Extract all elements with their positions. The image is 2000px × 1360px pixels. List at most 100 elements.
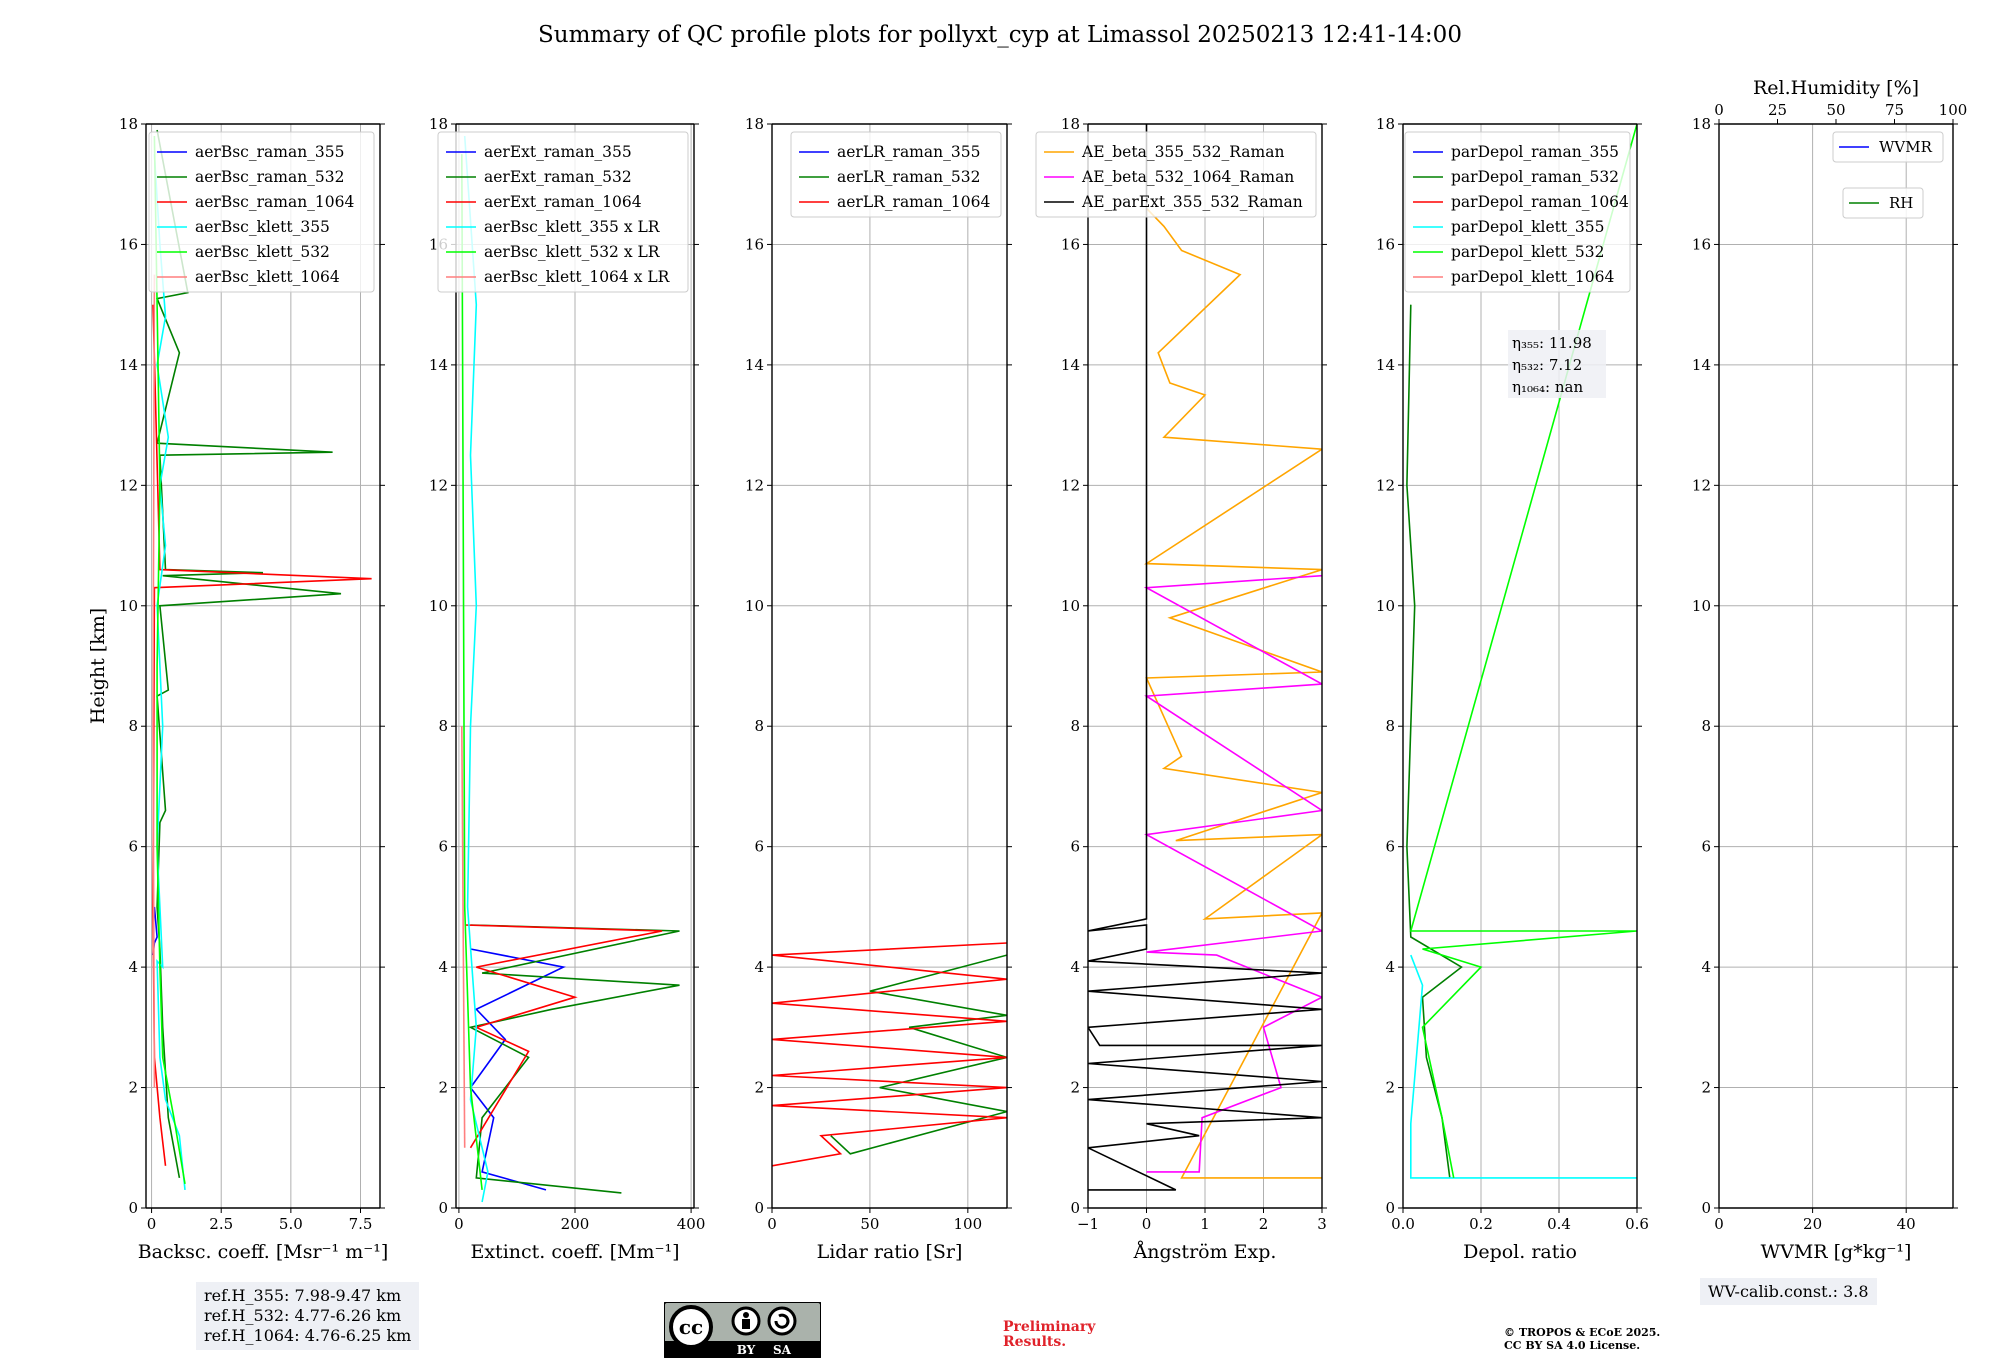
y-tick-label: 10 xyxy=(1061,597,1080,615)
y-tick-label: 10 xyxy=(1376,597,1395,615)
legend-label: aerBsc_klett_1064 xyxy=(195,268,340,286)
top-axis-label: Rel.Humidity [%] xyxy=(1753,77,1919,99)
y-tick-label: 2 xyxy=(754,1079,764,1097)
legend-label: parDepol_klett_532 xyxy=(1451,243,1604,261)
series-parDepol_klett_532 xyxy=(1409,124,1637,1179)
preliminary-note: Preliminary Results. xyxy=(1003,1320,1095,1350)
eta-annotation: η₅₃₂: 7.12 xyxy=(1512,356,1582,374)
y-tick-label: 0 xyxy=(754,1199,764,1217)
legend: aerBsc_raman_355 aerBsc_raman_532 aerBsc_r… xyxy=(148,131,375,293)
y-tick-label: 14 xyxy=(1061,356,1080,374)
legend-label: aerBsc_klett_532 xyxy=(195,243,330,261)
legend-box xyxy=(148,131,375,293)
y-tick-label: 0 xyxy=(1070,1199,1080,1217)
y-tick-label: 12 xyxy=(1061,476,1080,494)
y-tick-label: 18 xyxy=(119,115,138,133)
sa-label: SA xyxy=(773,1343,792,1357)
legend-label: aerBsc_klett_355 x LR xyxy=(484,218,661,236)
legend-label: parDepol_raman_532 xyxy=(1451,168,1619,186)
y-tick-label: 4 xyxy=(438,958,448,976)
panel-2: 0246810121416180200400Extinct. coeff. [M… xyxy=(429,115,706,1263)
y-tick-label: 4 xyxy=(1701,958,1711,976)
copyright-line-2: CC BY SA 4.0 License. xyxy=(1504,1339,1641,1352)
y-tick-label: 10 xyxy=(745,597,764,615)
series-aerLR_raman_532 xyxy=(830,954,1007,1155)
eta-annotation: η₃₅₅: 11.98 xyxy=(1512,334,1592,352)
x-tick-label: 0 xyxy=(1142,1215,1152,1233)
y-tick-label: 6 xyxy=(438,838,448,856)
legend-label: WVMR xyxy=(1879,138,1933,156)
x-tick-label: 7.5 xyxy=(349,1215,373,1233)
x-tick-label: 0 xyxy=(147,1215,157,1233)
y-tick-label: 2 xyxy=(128,1079,138,1097)
y-tick-label: 16 xyxy=(1061,235,1080,253)
y-tick-label: 8 xyxy=(438,717,448,735)
legend-box xyxy=(437,131,689,293)
y-tick-label: 8 xyxy=(1701,717,1711,735)
y-tick-label: 4 xyxy=(1070,958,1080,976)
legend-box xyxy=(1832,131,1944,163)
x-tick-label: 0.6 xyxy=(1625,1215,1649,1233)
y-tick-label: 6 xyxy=(754,838,764,856)
x-axis-label: Lidar ratio [Sr] xyxy=(817,1241,963,1263)
ref-height-355: ref.H_355: 7.98-9.47 km xyxy=(204,1286,402,1305)
x-tick-label: 20 xyxy=(1803,1215,1822,1233)
legend: aerLR_raman_355 aerLR_raman_532 aerLR_rama… xyxy=(790,131,1002,218)
copyright-line-1: © TROPOS & ECoE 2025. xyxy=(1504,1326,1661,1339)
y-tick-label: 4 xyxy=(128,958,138,976)
x-axis-label: Backsc. coeff. [Msr⁻¹ m⁻¹] xyxy=(138,1241,389,1263)
legend-box xyxy=(1404,131,1631,293)
legend-label: aerBsc_raman_355 xyxy=(195,143,345,161)
y-tick-label: 0 xyxy=(128,1199,138,1217)
y-tick-label: 2 xyxy=(1385,1079,1395,1097)
y-tick-label: 18 xyxy=(1061,115,1080,133)
y-tick-label: 6 xyxy=(128,838,138,856)
x-tick-label: 0.4 xyxy=(1547,1215,1571,1233)
x-tick-label: 0 xyxy=(767,1215,777,1233)
wv-calibration-box: WV-calib.const.: 3.8 xyxy=(1700,1278,1877,1305)
legend-label: parDepol_klett_355 xyxy=(1451,218,1604,236)
series-aerExt_raman_1064 xyxy=(464,924,663,1149)
top-x-tick-label: 100 xyxy=(1939,101,1968,119)
y-tick-label: 0 xyxy=(1701,1199,1711,1217)
series-parDepol_raman_532 xyxy=(1406,304,1463,1179)
y-tick-label: 0 xyxy=(1385,1199,1395,1217)
series-aerBsc_klett_532 xyxy=(153,135,186,1185)
x-axis-label: Extinct. coeff. [Mm⁻¹] xyxy=(470,1241,679,1263)
y-tick-label: 6 xyxy=(1070,838,1080,856)
x-axis-label: Ångström Exp. xyxy=(1133,1241,1277,1263)
y-tick-label: 12 xyxy=(429,476,448,494)
y-tick-label: 16 xyxy=(745,235,764,253)
x-tick-label: 100 xyxy=(954,1215,983,1233)
legend-WVMR: WVMR xyxy=(1832,131,1944,163)
copyright-note: © TROPOS & ECoE 2025. CC BY SA 4.0 Licen… xyxy=(1504,1326,1660,1352)
series-aerExt_raman_355 xyxy=(469,948,566,1191)
x-tick-label: 1 xyxy=(1200,1215,1210,1233)
x-tick-label: 0.2 xyxy=(1469,1215,1493,1233)
x-axis-label: Depol. ratio xyxy=(1463,1241,1577,1263)
x-tick-label: 2.5 xyxy=(209,1215,233,1233)
series-parDepol_klett_355 xyxy=(1410,954,1637,1179)
x-tick-label: 5.0 xyxy=(279,1215,303,1233)
y-tick-label: 6 xyxy=(1701,838,1711,856)
y-tick-label: 16 xyxy=(1692,235,1711,253)
y-tick-label: 14 xyxy=(745,356,764,374)
y-tick-label: 8 xyxy=(754,717,764,735)
y-tick-label: 4 xyxy=(754,958,764,976)
legend-box xyxy=(790,131,1002,218)
y-tick-label: 12 xyxy=(119,476,138,494)
legend-label: aerBsc_klett_355 xyxy=(195,218,330,236)
x-tick-label: 0 xyxy=(454,1215,464,1233)
y-axis-label: Height [km] xyxy=(87,608,109,724)
panel-5: 0 2 4 6 8 10 12 14 16 18 0.0 0.2 0.4 0.6 Depol. ratio p… xyxy=(1376,115,1649,1263)
series-aerBsc_raman_1064 xyxy=(152,304,372,1166)
top-x-tick-label: 25 xyxy=(1768,101,1787,119)
annotation-box xyxy=(1508,330,1606,398)
y-tick-label: 18 xyxy=(745,115,764,133)
y-tick-label: 8 xyxy=(1070,717,1080,735)
legend-label: aerBsc_klett_1064 x LR xyxy=(484,268,671,286)
y-tick-label: 16 xyxy=(1376,235,1395,253)
legend-label: aerExt_raman_355 xyxy=(484,143,632,161)
